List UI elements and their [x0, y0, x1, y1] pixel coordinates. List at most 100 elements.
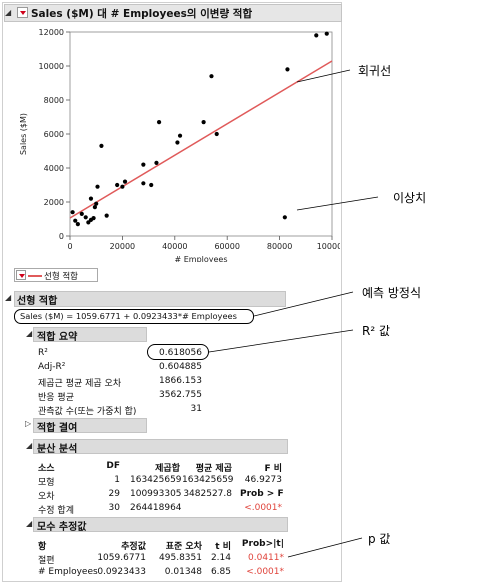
anova-cell: Prob > F — [240, 489, 284, 499]
report-title-bar — [4, 4, 342, 22]
x-tick-label: 60000 — [214, 242, 239, 251]
y-tick-label: 8000 — [44, 96, 64, 105]
x-tick-label: 0 — [67, 242, 72, 251]
data-point — [91, 216, 96, 221]
summary-fit-header[interactable] — [33, 327, 147, 342]
data-point — [73, 218, 78, 223]
anova-cell: 모형 — [38, 478, 55, 488]
params-cell: 0.0411* — [248, 553, 284, 563]
y-tick-label: 6000 — [44, 130, 64, 139]
scatter-plot: 0 2000 4000 6000 8000 10000 12000 0 20000 40000 60… — [19, 28, 340, 262]
summary-value-rmse: 1866.153 — [159, 376, 202, 386]
x-tick-label: 100000 — [317, 242, 340, 251]
params-title: 모수 추정값 — [37, 522, 87, 533]
params-cell: <.0001* — [246, 567, 284, 577]
anova-cell: 46.9273 — [244, 475, 282, 485]
anova-col-f: F 비 — [264, 464, 282, 474]
report-title: Sales ($M) 대 # Employees의 이변량 적합 — [31, 8, 253, 20]
data-point — [201, 120, 206, 125]
anova-col-ss: 제곱합 — [155, 464, 180, 474]
x-axis-label: # Employees — [174, 255, 227, 262]
legend-box — [14, 268, 98, 282]
anova-col-source: 소스 — [38, 464, 55, 474]
data-point — [115, 182, 120, 188]
y-tick-label: 10000 — [39, 62, 64, 71]
linear-fit-header[interactable] — [14, 291, 286, 307]
legend-menu-icon[interactable] — [16, 270, 26, 280]
data-point — [79, 211, 84, 216]
params-cell: 2.14 — [210, 553, 231, 563]
data-point — [88, 196, 94, 201]
regression-line-annotation: 회귀선 — [358, 64, 392, 78]
anova-cell: 29 — [108, 489, 120, 499]
params-col-tratio: t 비 — [215, 542, 231, 552]
disclosure-icon[interactable]: ◢ — [5, 8, 12, 17]
params-cell: 1059.6771 — [97, 553, 146, 563]
summary-value-mean: 3562.755 — [159, 390, 202, 400]
summary-value-adj-r2: 0.604885 — [159, 362, 202, 372]
params-col-prob: Prob>|t| — [241, 539, 284, 549]
regression-line — [69, 60, 333, 219]
anova-cell: 1 — [114, 475, 120, 485]
anova-cell: 100993305 — [130, 489, 182, 499]
params-disclosure-icon[interactable]: ◢ — [26, 519, 33, 528]
summary-fit-disclosure-icon[interactable]: ◢ — [26, 329, 33, 338]
data-point — [149, 182, 154, 188]
data-point — [282, 215, 287, 220]
anova-title: 분산 분석 — [37, 444, 78, 455]
data-point — [314, 33, 319, 38]
params-header[interactable] — [33, 517, 288, 532]
y-axis-label: Sales ($M) — [19, 113, 28, 155]
data-point — [156, 120, 162, 125]
data-point — [214, 131, 219, 137]
params-col-estimate: 추정값 — [121, 542, 146, 552]
data-point — [122, 179, 128, 184]
summary-label-adj-r2: Adj-R² — [38, 362, 66, 372]
data-point — [141, 181, 146, 186]
summary-label-rmse: 제곱근 평균 제곱 오차 — [38, 379, 122, 389]
lack-of-fit-header[interactable] — [33, 418, 147, 433]
anova-cell: 수정 합계 — [38, 506, 74, 516]
summary-fit-title: 적합 요약 — [37, 332, 78, 343]
data-point — [75, 222, 80, 227]
anova-header[interactable] — [33, 439, 288, 454]
data-point — [99, 143, 104, 148]
y-tick-label: 4000 — [44, 164, 64, 173]
summary-label-nobs: 관측값 수(또는 가중치 합) — [38, 407, 137, 417]
y-tick-label: 2000 — [44, 198, 64, 207]
data-point — [83, 215, 88, 220]
plot-frame — [69, 31, 333, 237]
anova-disclosure-icon[interactable]: ◢ — [26, 441, 33, 450]
red-triangle-menu-icon[interactable] — [17, 7, 28, 18]
anova-cell: 264418964 — [130, 503, 182, 513]
lack-of-fit-title: 적합 결여 — [37, 423, 78, 434]
data-point — [209, 74, 214, 79]
data-point — [92, 205, 97, 210]
params-cell: 절편 — [38, 556, 55, 566]
linear-fit-disclosure-icon[interactable]: ◢ — [5, 293, 12, 302]
legend-line-swatch — [28, 275, 42, 277]
x-tick-label: 80000 — [267, 242, 292, 251]
x-tick-label: 40000 — [162, 242, 187, 251]
y-tick-label: 12000 — [39, 28, 64, 37]
prediction-equation-box — [14, 309, 254, 324]
data-point — [95, 184, 100, 189]
outlier-annotation: 이상치 — [393, 191, 427, 205]
p-value-annotation: p 값 — [368, 532, 391, 546]
anova-cell: 3482527.8 — [183, 489, 232, 499]
lack-of-fit-disclosure-icon[interactable]: ▷ — [25, 419, 32, 428]
params-col-term: 항 — [38, 542, 47, 552]
data-point — [177, 133, 183, 138]
y-tick-label: 0 — [59, 232, 64, 241]
data-point — [175, 140, 180, 145]
prediction-equation-annotation: 예측 방정식 — [362, 286, 422, 300]
data-point — [86, 220, 91, 225]
summary-label-mean: 반응 평균 — [38, 393, 74, 403]
params-col-stderr: 표준 오차 — [165, 542, 202, 552]
anova-cell: <.0001* — [244, 503, 282, 513]
x-tick-label: 20000 — [110, 242, 135, 251]
prediction-equation: Sales ($M) = 1059.6771 + 0.0923433*# Emp… — [20, 311, 237, 321]
anova-cell: 163425659 — [130, 475, 182, 485]
params-cell: 495.8351 — [159, 553, 202, 563]
data-point — [94, 201, 99, 206]
